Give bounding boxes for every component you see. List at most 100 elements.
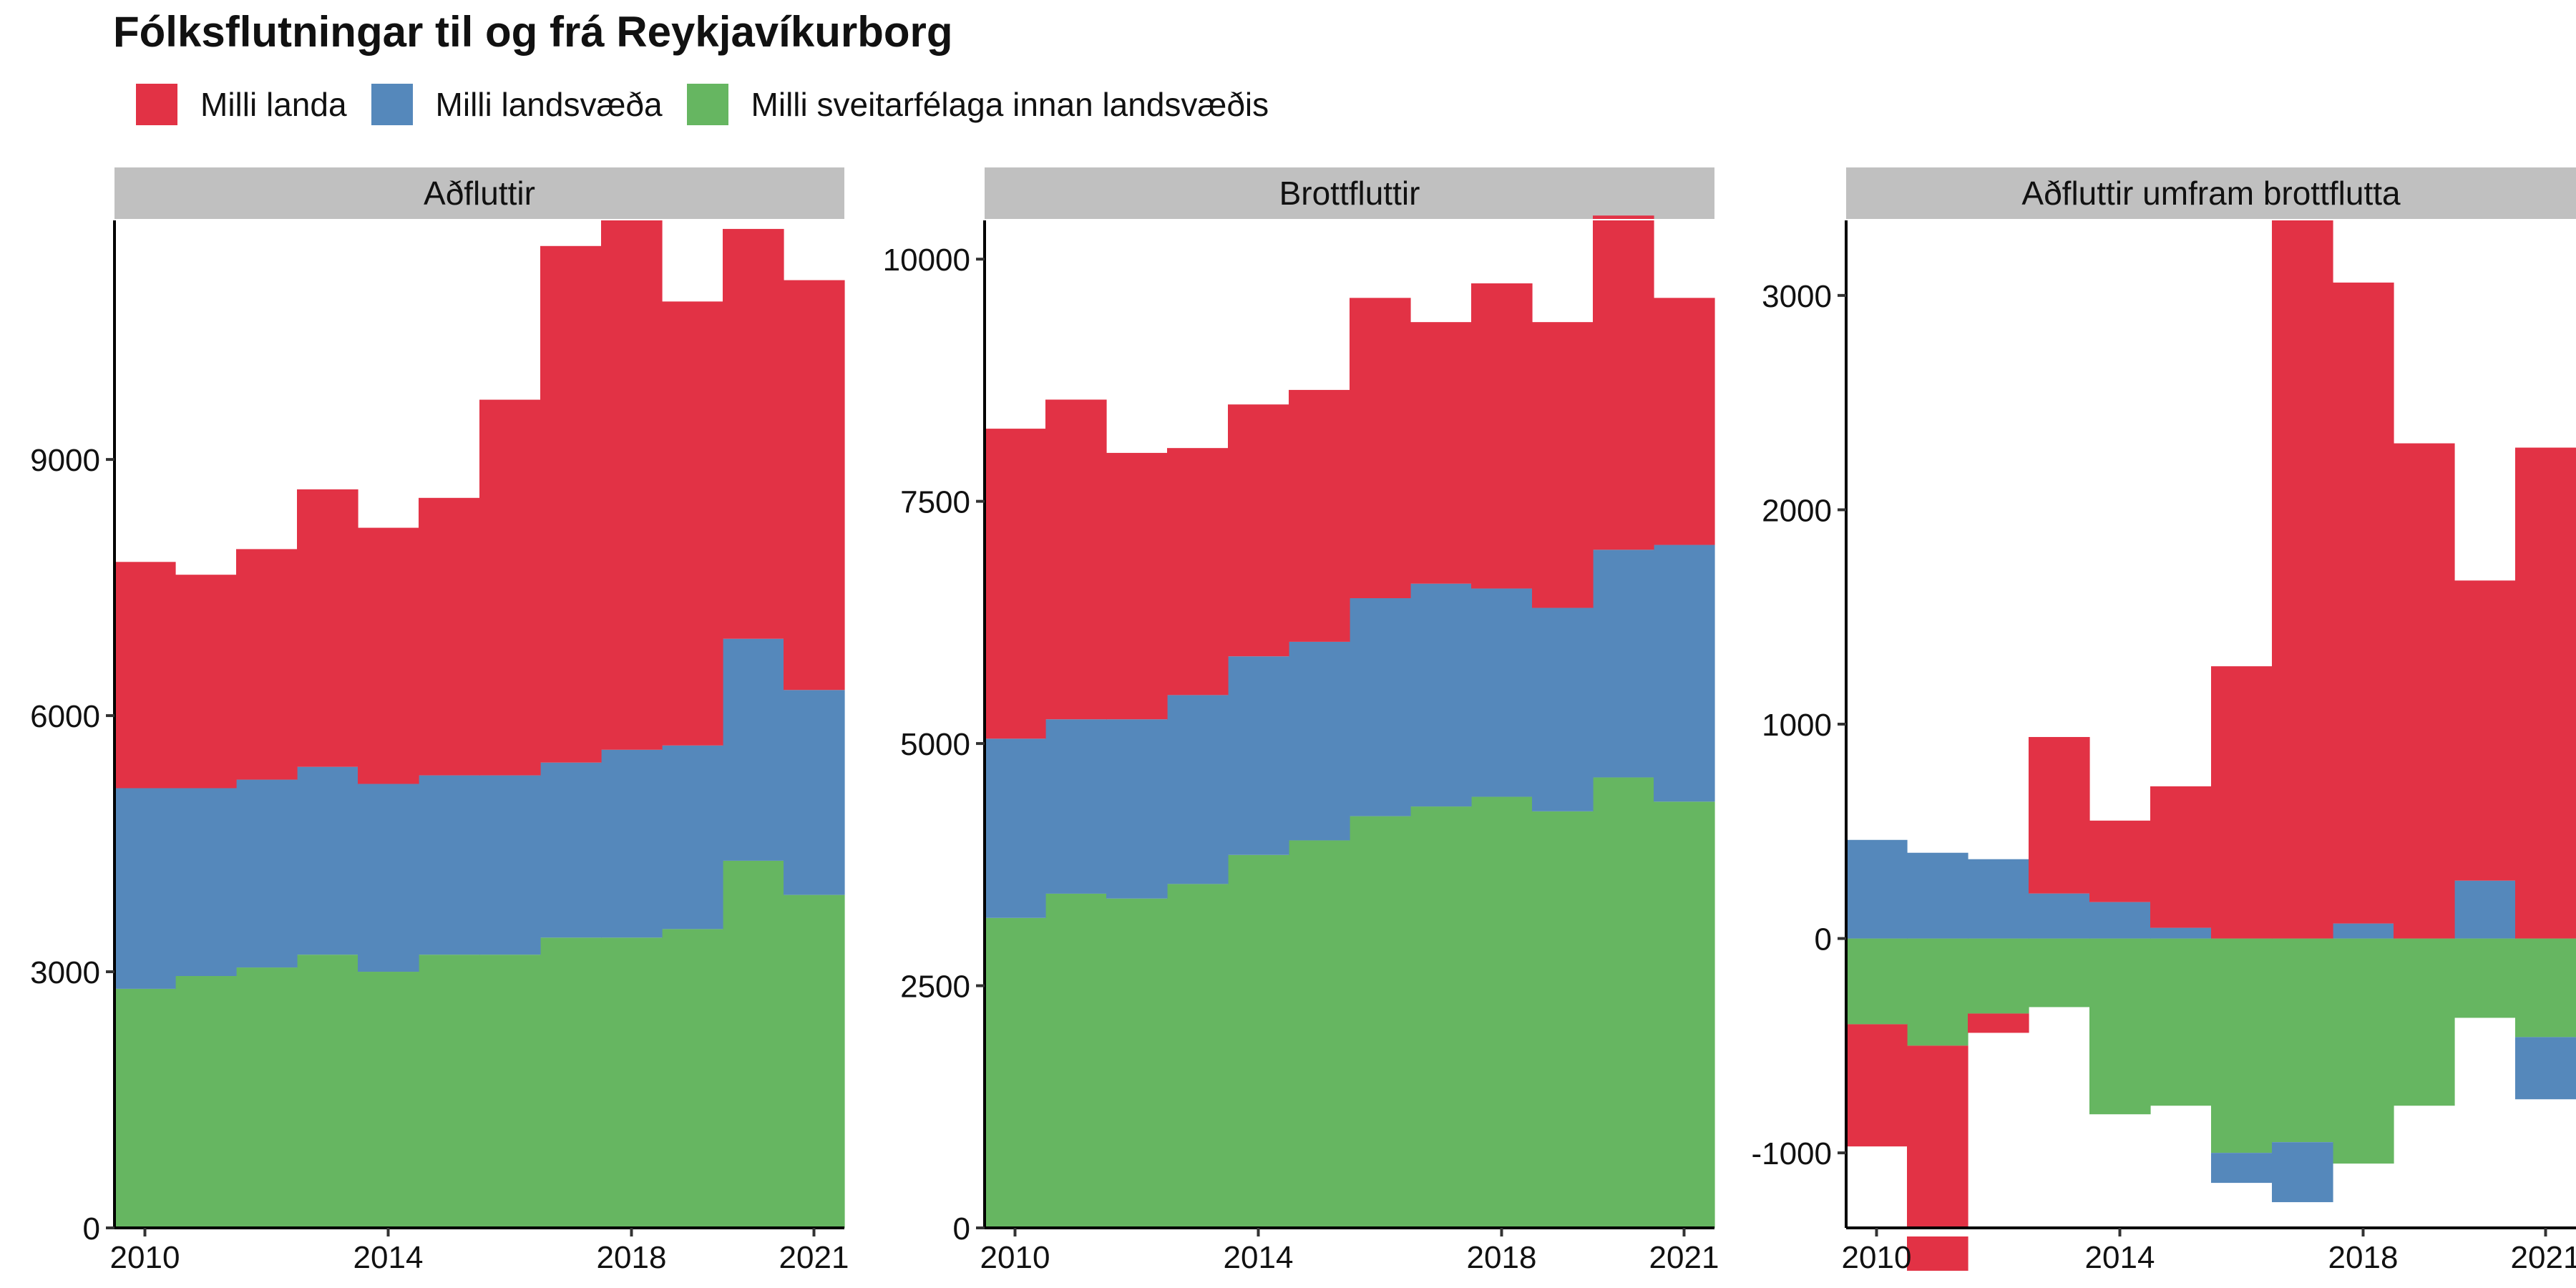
legend-item-milli-sveitarfelaga: Milli sveitarfélaga innan landsvæðis [686,84,1269,125]
panel-1-bar-milli-landa-2010 [114,562,176,789]
panel-1-x-tick-label: 2010 [110,1240,180,1275]
panel-1-bar-milli-landa-2011 [175,575,237,789]
panel-2-bar-milli-landa-2017 [1410,322,1472,584]
panel-2-bar-milli-sveitarfelaga-innan-landsvaedis-2021 [1654,801,1715,1228]
panel-3-y-tick-label: 2000 [1762,493,1832,528]
panel-1-x-tick-label: 2018 [597,1240,667,1275]
panel-3-y-tick-label: 1000 [1762,708,1832,743]
panel-3-bar-milli-sveitarfelaga-innan-landsvaedis-2021 [2515,938,2576,1038]
panel-3-bar-milli-landa-2020 [2454,580,2516,881]
panel-2-bar-milli-sveitarfelaga-innan-landsvaedis-2020 [1593,777,1654,1228]
panel-2-top-mask [985,219,1714,220]
legend-label-milli-landsvaeda: Milli landsvæða [435,86,663,123]
panel-2-bar-milli-sveitarfelaga-innan-landsvaedis-2014 [1228,854,1289,1228]
panel-1-strip [114,167,844,219]
panel-1-bar-milli-sveitarfelaga-innan-landsvaedis-2016 [479,955,541,1228]
panel-3-bar-milli-landsvaeda-2020 [2454,880,2516,939]
panel-1-bar-milli-sveitarfelaga-innan-landsvaedis-2017 [540,937,602,1228]
panel-2-bar-milli-landsvaeda-2017 [1410,583,1472,807]
legend-label-milli-landa: Milli landa [200,86,347,123]
panel-2-bar-milli-landsvaeda-2013 [1167,695,1229,884]
panel-3-strip [1846,167,2576,219]
panel-3-bar-milli-landa-2010 [1846,1024,1908,1147]
panel-3-bar-milli-landsvaeda-2016 [2211,1153,2273,1184]
panel-3-x-tick-label: 2014 [2085,1240,2155,1275]
panel-1-bar-milli-sveitarfelaga-innan-landsvaedis-2010 [114,988,176,1228]
panel-2-strip [985,167,1714,219]
panel-2-bar-milli-landa-2015 [1289,389,1350,642]
legend: Milli landa Milli landsvæða Milli sveita… [136,76,1293,133]
panel-2-y-tick-label: 0 [953,1211,970,1246]
panel-2-bar-milli-landa-2013 [1167,448,1229,696]
panel-1-x-tick-label: 2014 [353,1240,424,1275]
panel-1-bar-milli-landsvaeda-2010 [114,788,176,989]
panel-1-bar-milli-sveitarfelaga-innan-landsvaedis-2012 [236,967,298,1228]
panel-2-bar-milli-landa-2019 [1532,322,1594,608]
panel-3-bar-milli-landsvaeda-2017 [2272,1142,2333,1203]
panel-1-bar-milli-sveitarfelaga-innan-landsvaedis-2015 [419,955,480,1228]
panel-2-bar-milli-sveitarfelaga-innan-landsvaedis-2016 [1350,816,1411,1228]
panel-2-bar-milli-sveitarfelaga-innan-landsvaedis-2017 [1410,806,1472,1228]
panel-2-y-tick-label: 10000 [883,243,970,278]
panel-3-strip-title: Aðfluttir umfram brottflutta [2021,175,2401,212]
panel-1-bar-milli-sveitarfelaga-innan-landsvaedis-2018 [601,937,663,1228]
panel-3-bar-milli-landsvaeda-2012 [1968,859,2029,939]
panel-1-bar-milli-landsvaeda-2017 [540,762,602,938]
panel-3-bar-milli-landa-2015 [2150,786,2212,928]
panel-1-bar-milli-landa-2012 [236,549,298,780]
panel-2-bar-milli-landsvaeda-2018 [1471,588,1533,797]
panel-1-bar-milli-landa-2013 [297,489,358,767]
panel-2-bar-milli-landa-2011 [1045,399,1107,720]
panel-3-bar-milli-sveitarfelaga-innan-landsvaedis-2016 [2211,938,2273,1153]
chart-title: Fólksflutningar til og frá Reykjavíkurbo… [113,8,953,56]
panel-1-y-tick-label: 9000 [30,443,100,478]
panel-2-bar-milli-sveitarfelaga-innan-landsvaedis-2019 [1532,811,1594,1228]
panel-1-bar-milli-landa-2020 [723,228,784,639]
panel-2-bar-milli-landsvaeda-2015 [1289,641,1350,841]
panel-2-y-tick-label: 2500 [900,970,970,1005]
panel-3-bar-milli-sveitarfelaga-innan-landsvaedis-2018 [2333,938,2394,1164]
panel-2-bar-milli-landa-2010 [985,429,1046,739]
panel-2-bar-milli-landsvaeda-2010 [985,738,1046,918]
panel-1-bar-milli-sveitarfelaga-innan-landsvaedis-2013 [297,955,358,1228]
legend-swatch-milli-sveitarfelaga [686,84,728,125]
panel-3-bar-milli-landsvaeda-2021 [2515,1037,2576,1100]
panel-2-bar-milli-landa-2012 [1106,452,1168,720]
panel-3-bar-milli-sveitarfelaga-innan-landsvaedis-2015 [2150,938,2212,1106]
panel-3-x-tick-label: 2010 [1842,1240,1912,1275]
panel-3-y-tick-label: -1000 [1751,1136,1832,1171]
panel-2-bar-milli-landsvaeda-2020 [1593,550,1654,778]
panel-1-y-tick-label: 3000 [30,955,100,990]
panel-2-bar-milli-sveitarfelaga-innan-landsvaedis-2018 [1471,796,1533,1228]
panel-2-x-tick-label: 2018 [1467,1240,1537,1275]
panel-2-y-tick-label: 7500 [900,485,970,520]
panel-2-bar-milli-landa-2021 [1654,298,1715,545]
panel-2-bar-milli-landsvaeda-2021 [1654,545,1715,802]
panel-1-bar-milli-landa-2019 [662,301,723,746]
panel-2-bar-milli-landa-2020 [1593,215,1654,550]
panel-2-bar-milli-landa-2018 [1471,283,1533,589]
panel-3-bar-milli-sveitarfelaga-innan-landsvaedis-2012 [1968,938,2029,1014]
panel-3-bar-milli-landa-2013 [2029,736,2090,894]
panel-3-x-tick-label: 2021 [2511,1240,2576,1275]
panel-2-bar-milli-landsvaeda-2016 [1350,598,1411,816]
panel-1-bar-milli-sveitarfelaga-innan-landsvaedis-2014 [358,972,419,1228]
panel-3-bar-milli-sveitarfelaga-innan-landsvaedis-2017 [2272,938,2333,1143]
panel-3-bar-milli-landa-2021 [2515,447,2576,939]
panel-1-bar-milli-landsvaeda-2020 [723,638,784,861]
panel-3-bar-milli-landa-2019 [2394,443,2455,939]
panel-3-bar-milli-sveitarfelaga-innan-landsvaedis-2013 [2029,938,2090,1008]
panel-3-bottom-mask [1843,1228,2576,1236]
panel-3-bar-milli-landsvaeda-2015 [2150,927,2212,939]
panel-1-bar-milli-landsvaeda-2021 [784,690,845,895]
panel-1-bar-milli-landsvaeda-2013 [297,766,358,955]
panel-3-bar-milli-landsvaeda-2013 [2029,893,2090,939]
panel-2-bar-milli-landsvaeda-2012 [1106,719,1168,899]
panel-3-x-tick-label: 2018 [2328,1240,2399,1275]
panel-1-bar-milli-landsvaeda-2015 [419,775,480,955]
panel-3-bar-milli-sveitarfelaga-innan-landsvaedis-2011 [1907,938,1968,1046]
panel-1-top-mask [114,219,844,220]
panel-2-bar-milli-landa-2014 [1228,404,1289,657]
panel-1-bar-milli-landsvaeda-2019 [662,745,723,930]
